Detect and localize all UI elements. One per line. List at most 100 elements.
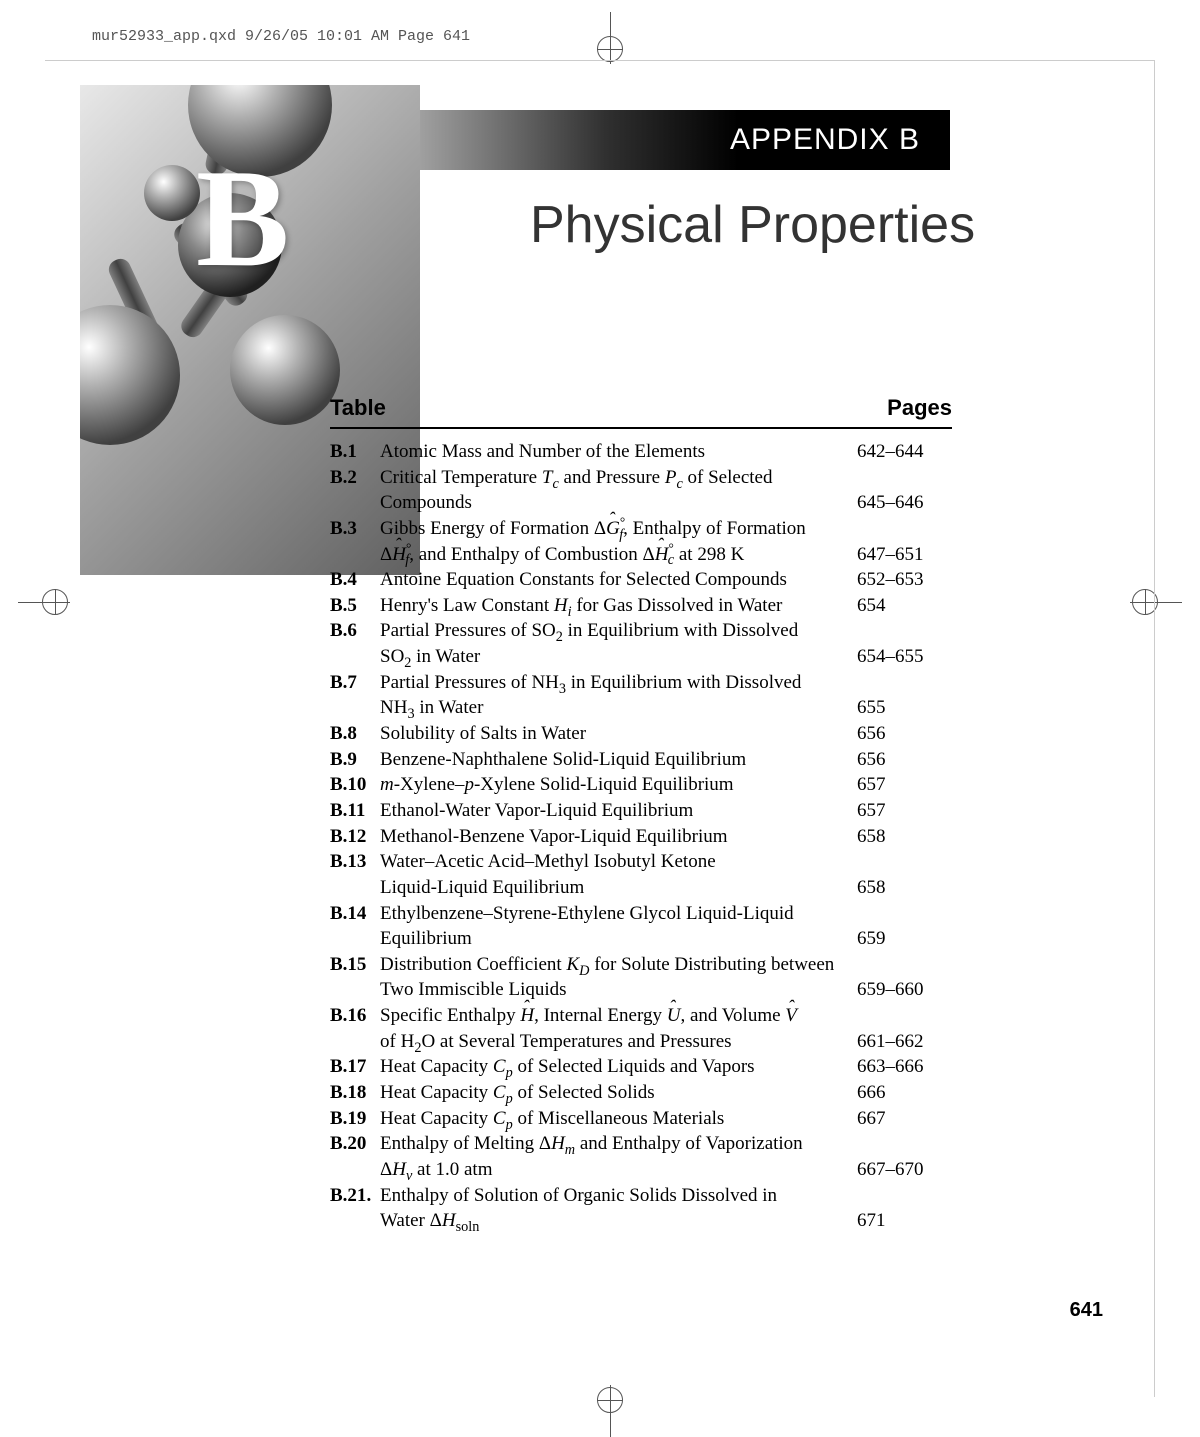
entry-title: Water–Acetic Acid–Methyl Isobutyl Ketone	[380, 849, 857, 875]
entry-title: Henry's Law Constant Hi for Gas Dissolve…	[380, 593, 857, 619]
entry-ref: B.17	[330, 1054, 380, 1080]
entry-pages: 659–660	[857, 977, 952, 1003]
entry-title: Heat Capacity Cp of Selected Liquids and…	[380, 1054, 857, 1080]
entry-title: Gibbs Energy of Formation ΔG°f, Enthalpy…	[380, 516, 857, 542]
table-row: B.9 Benzene-Naphthalene Solid-Liquid Equ…	[330, 747, 952, 773]
crop-mark-bottom	[594, 1385, 626, 1437]
th-table: Table	[330, 395, 386, 421]
entry-title-cont: Equilibrium	[380, 926, 857, 952]
entry-pages: 654–655	[857, 644, 952, 670]
table-row: B.19 Heat Capacity Cp of Miscellaneous M…	[330, 1106, 952, 1132]
page-header-metadata: mur52933_app.qxd 9/26/05 10:01 AM Page 6…	[92, 28, 470, 45]
table-row-cont: NH3 in Water 655	[330, 695, 952, 721]
table-row: B.1 Atomic Mass and Number of the Elemen…	[330, 439, 952, 465]
table-row-cont: of H2O at Several Temperatures and Press…	[330, 1029, 952, 1055]
trim-line-top	[45, 60, 1155, 61]
entry-ref: B.7	[330, 670, 380, 696]
entry-title: Partial Pressures of SO2 in Equilibrium …	[380, 618, 857, 644]
table-row: B.5 Henry's Law Constant Hi for Gas Diss…	[330, 593, 952, 619]
trim-line-right	[1154, 60, 1155, 1397]
table-row-cont: ΔH°f, and Enthalpy of Combustion ΔH°c at…	[330, 542, 952, 568]
entry-ref: B.6	[330, 618, 380, 644]
entry-ref: B.13	[330, 849, 380, 875]
entry-title: Antoine Equation Constants for Selected …	[380, 567, 857, 593]
entry-ref: B.19	[330, 1106, 380, 1132]
table-row: B.12 Methanol-Benzene Vapor-Liquid Equil…	[330, 824, 952, 850]
entry-title: Atomic Mass and Number of the Elements	[380, 439, 857, 465]
entry-pages: 657	[857, 798, 952, 824]
table-row-cont: SO2 in Water 654–655	[330, 644, 952, 670]
entry-pages: 656	[857, 747, 952, 773]
table-row: B.21. Enthalpy of Solution of Organic So…	[330, 1183, 952, 1209]
appendix-label: APPENDIX B	[730, 123, 920, 157]
table-row: B.8 Solubility of Salts in Water 656	[330, 721, 952, 747]
entry-title: Ethylbenzene–Styrene-Ethylene Glycol Liq…	[380, 901, 857, 927]
toc-table: Table Pages B.1 Atomic Mass and Number o…	[330, 395, 952, 1234]
entry-title-cont: Liquid-Liquid Equilibrium	[380, 875, 857, 901]
entry-title: m-Xylene–p-Xylene Solid-Liquid Equilibri…	[380, 772, 857, 798]
table-row: B.4 Antoine Equation Constants for Selec…	[330, 567, 952, 593]
entry-title-cont: Water ΔHsoln	[380, 1208, 857, 1234]
entry-title: Heat Capacity Cp of Selected Solids	[380, 1080, 857, 1106]
table-row: B.6 Partial Pressures of SO2 in Equilibr…	[330, 618, 952, 644]
entry-ref: B.8	[330, 721, 380, 747]
table-row: B.11 Ethanol-Water Vapor-Liquid Equilibr…	[330, 798, 952, 824]
entry-pages: 655	[857, 695, 952, 721]
th-pages: Pages	[887, 395, 952, 421]
entry-title: Benzene-Naphthalene Solid-Liquid Equilib…	[380, 747, 857, 773]
entry-ref: B.14	[330, 901, 380, 927]
entry-ref: B.11	[330, 798, 380, 824]
entry-pages: 666	[857, 1080, 952, 1106]
table-row-cont: Two Immiscible Liquids 659–660	[330, 977, 952, 1003]
entry-title: Ethanol-Water Vapor-Liquid Equilibrium	[380, 798, 857, 824]
chapter-title: Physical Properties	[530, 195, 975, 255]
toc-body: B.1 Atomic Mass and Number of the Elemen…	[330, 439, 952, 1234]
crop-mark-top	[594, 12, 626, 64]
entry-title-cont: SO2 in Water	[380, 644, 857, 670]
entry-ref: B.4	[330, 567, 380, 593]
table-row-cont: Compounds 645–646	[330, 490, 952, 516]
entry-ref: B.9	[330, 747, 380, 773]
entry-title: Heat Capacity Cp of Miscellaneous Materi…	[380, 1106, 857, 1132]
entry-title: Solubility of Salts in Water	[380, 721, 857, 747]
entry-pages: 658	[857, 875, 952, 901]
table-row-cont: Liquid-Liquid Equilibrium 658	[330, 875, 952, 901]
entry-title-cont: Two Immiscible Liquids	[380, 977, 857, 1003]
table-row: B.2 Critical Temperature Tc and Pressure…	[330, 465, 952, 491]
entry-title-cont: of H2O at Several Temperatures and Press…	[380, 1029, 857, 1055]
entry-title: Specific Enthalpy H, Internal Energy U, …	[380, 1003, 857, 1029]
entry-pages: 659	[857, 926, 952, 952]
table-row: B.13 Water–Acetic Acid–Methyl Isobutyl K…	[330, 849, 952, 875]
table-row: B.20 Enthalpy of Melting ΔHm and Enthalp…	[330, 1131, 952, 1157]
entry-pages: 667	[857, 1106, 952, 1132]
entry-title-cont: NH3 in Water	[380, 695, 857, 721]
entry-ref: B.10	[330, 772, 380, 798]
entry-pages: 645–646	[857, 490, 952, 516]
crop-mark-right	[1130, 586, 1182, 618]
entry-ref: B.12	[330, 824, 380, 850]
entry-pages: 661–662	[857, 1029, 952, 1055]
entry-pages: 657	[857, 772, 952, 798]
table-row: B.14 Ethylbenzene–Styrene-Ethylene Glyco…	[330, 901, 952, 927]
table-row-cont: Equilibrium 659	[330, 926, 952, 952]
entry-ref: B.3	[330, 516, 380, 542]
entry-title: Distribution Coefficient KD for Solute D…	[380, 952, 857, 978]
entry-title: Partial Pressures of NH3 in Equilibrium …	[380, 670, 857, 696]
table-row-cont: Water ΔHsoln 671	[330, 1208, 952, 1234]
entry-ref: B.15	[330, 952, 380, 978]
entry-ref: B.1	[330, 439, 380, 465]
entry-title: Enthalpy of Solution of Organic Solids D…	[380, 1183, 857, 1209]
entry-ref: B.2	[330, 465, 380, 491]
entry-pages: 671	[857, 1208, 952, 1234]
entry-title: Methanol-Benzene Vapor-Liquid Equilibriu…	[380, 824, 857, 850]
entry-pages: 658	[857, 824, 952, 850]
page-number: 641	[1070, 1299, 1103, 1322]
table-row: B.17 Heat Capacity Cp of Selected Liquid…	[330, 1054, 952, 1080]
table-row: B.16 Specific Enthalpy H, Internal Energ…	[330, 1003, 952, 1029]
table-row: B.18 Heat Capacity Cp of Selected Solids…	[330, 1080, 952, 1106]
table-row: B.15 Distribution Coefficient KD for Sol…	[330, 952, 952, 978]
entry-pages: 667–670	[857, 1157, 952, 1183]
toc-header: Table Pages	[330, 395, 952, 429]
entry-pages: 656	[857, 721, 952, 747]
table-row-cont: ΔHv at 1.0 atm 667–670	[330, 1157, 952, 1183]
